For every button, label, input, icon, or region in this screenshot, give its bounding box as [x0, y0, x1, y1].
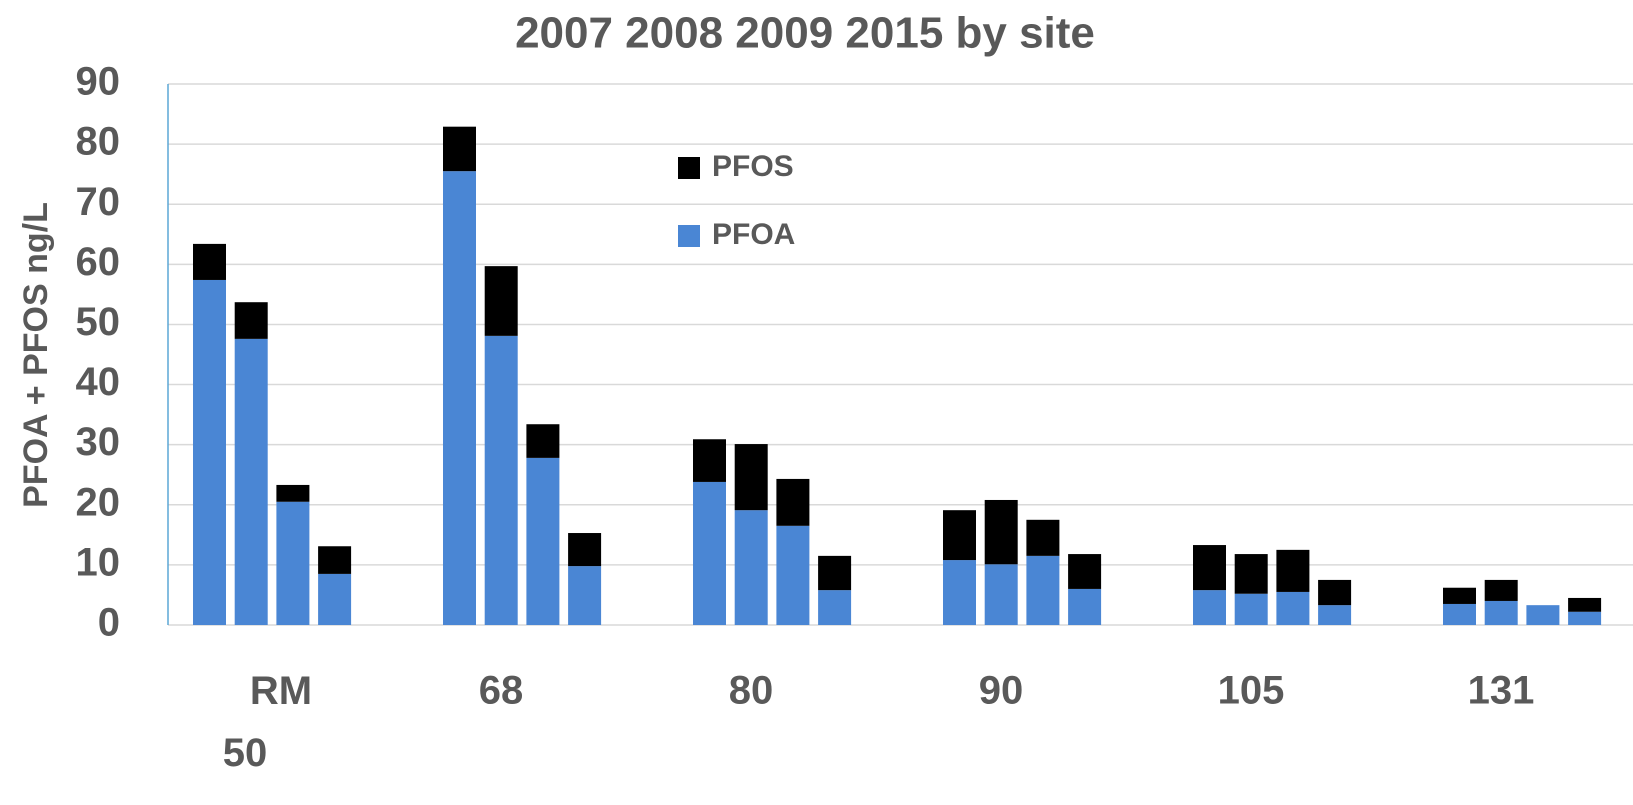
bar-segment: [1276, 549, 1310, 592]
bar-segment: [193, 279, 226, 625]
x-tick-label: 68: [479, 669, 524, 713]
bar-segment: [1276, 591, 1310, 625]
y-tick-label: 60: [76, 240, 121, 284]
bar-segment: [234, 302, 268, 339]
y-axis-label: PFOA + PFOS ng/L: [17, 202, 55, 508]
bar-segment: [484, 335, 518, 625]
bar-segment: [318, 573, 352, 625]
bar-segment: [568, 566, 602, 625]
y-tick-label: 20: [76, 480, 121, 524]
legend-swatch: [678, 225, 700, 247]
bar-segment: [484, 266, 518, 336]
bar-segment: [1234, 554, 1268, 594]
bar-segment: [1318, 579, 1352, 606]
y-tick-label: 40: [76, 360, 121, 404]
bar-segment: [568, 533, 602, 567]
bar-segment: [1568, 611, 1602, 625]
bar-segment: [276, 501, 310, 625]
bar-segment: [276, 484, 310, 502]
y-tick-label: 70: [76, 180, 121, 224]
bar-segment: [193, 243, 226, 280]
x-tick-label: RM 50: [223, 669, 312, 775]
bar-segment: [693, 439, 726, 482]
x-tick-label: 131: [1468, 669, 1535, 713]
y-tick-label: 30: [76, 420, 121, 464]
bar-segment: [1484, 600, 1518, 625]
y-tick-label: 10: [76, 540, 121, 584]
bar-segment: [1526, 605, 1560, 625]
chart-title: 2007 2008 2009 2015 by site: [515, 9, 1095, 58]
bar-segment: [1234, 593, 1268, 625]
bar-segment: [734, 510, 768, 625]
legend-label: PFOS: [712, 150, 794, 183]
bar-segment: [1318, 605, 1352, 625]
bar-segment: [1484, 579, 1518, 601]
bar-segment: [776, 525, 810, 625]
bar-segment: [318, 546, 352, 574]
bar-segment: [443, 171, 476, 625]
bar-segment: [1068, 554, 1102, 589]
bar-segment: [1193, 545, 1226, 591]
y-tick-label: 0: [98, 601, 120, 645]
legend-label: PFOA: [712, 218, 795, 251]
bar-segment: [1068, 588, 1102, 625]
bar-segment: [943, 510, 976, 561]
y-tick-label: 90: [76, 60, 121, 104]
y-tick-label: 50: [76, 300, 121, 344]
bar-segment: [443, 126, 476, 172]
bar-segment: [234, 338, 268, 625]
bar-segment: [776, 478, 810, 526]
bar-segment: [526, 457, 560, 625]
bar-segment: [1443, 603, 1476, 625]
bar-segment: [1193, 590, 1226, 625]
x-tick-label: 90: [979, 669, 1024, 713]
bar-segment: [984, 564, 1018, 625]
y-tick-label: 80: [76, 120, 121, 164]
bar-segment: [984, 499, 1018, 565]
bar-segment: [818, 555, 852, 591]
bar-segment: [1026, 555, 1060, 625]
bar-segment: [818, 590, 852, 625]
bar-segment: [734, 444, 768, 511]
bar-segment: [693, 481, 726, 625]
bar-segment: [1443, 587, 1476, 604]
x-tick-label: 80: [729, 669, 774, 713]
bar-segment: [1568, 597, 1602, 612]
bar-segment: [526, 424, 560, 458]
bar-segment: [1026, 519, 1060, 556]
bar-segment: [943, 560, 976, 625]
x-tick-label: 105: [1218, 669, 1285, 713]
legend-swatch: [678, 157, 700, 179]
